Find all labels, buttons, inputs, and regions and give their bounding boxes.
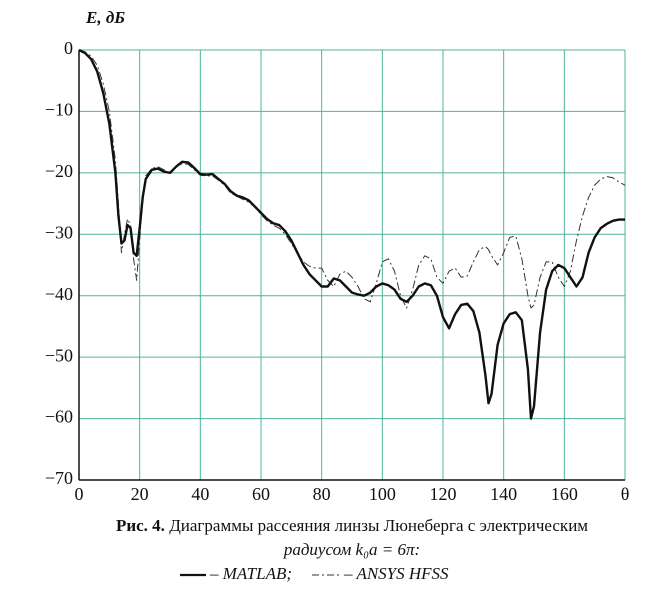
series-line xyxy=(78,49,626,309)
y-tick-label: 0 xyxy=(64,38,73,58)
y-tick-label: −70 xyxy=(45,468,73,488)
legend-name: ANSYS HFSS xyxy=(355,564,449,583)
series-line xyxy=(78,48,625,420)
figure-label: Рис. 4. xyxy=(116,516,165,535)
y-tick-label: −10 xyxy=(45,100,73,120)
y-tick-label: −50 xyxy=(45,345,73,365)
y-tick-label: −20 xyxy=(45,161,73,181)
legend-delimiter: ; xyxy=(286,564,292,583)
caption-line-1: Рис. 4. Диаграммы рассеяния линзы Люнебе… xyxy=(116,516,588,535)
x-tick-label: 160 xyxy=(551,484,578,504)
y-axis-label: E, дБ xyxy=(85,8,125,27)
x-tick-label: 60 xyxy=(252,484,270,504)
caption-line-2: радиусом k₀a = 6π: xyxy=(283,540,420,559)
caption-text: Диаграммы рассеяния линзы Люнеберга с эл… xyxy=(169,516,588,535)
x-tick-label: 120 xyxy=(430,484,457,504)
x-tick-label: 20 xyxy=(131,484,149,504)
y-tick-label: −30 xyxy=(45,222,73,242)
y-tick-label: −60 xyxy=(45,407,73,427)
legend: – MATLAB; – ANSYS HFSS xyxy=(180,564,449,583)
x-tick-label: 40 xyxy=(191,484,209,504)
legend-separator: – xyxy=(209,564,219,583)
x-tick-label: 80 xyxy=(313,484,331,504)
y-tick-label: −40 xyxy=(45,284,73,304)
legend-separator: – xyxy=(343,564,353,583)
legend-entry: – MATLAB; xyxy=(209,564,292,583)
x-tick-label: θ xyxy=(621,484,630,504)
x-tick-label: 100 xyxy=(369,484,396,504)
legend-entry: – ANSYS HFSS xyxy=(343,564,449,583)
x-tick-label: 140 xyxy=(490,484,517,504)
legend-name: MATLAB xyxy=(222,564,287,583)
x-tick-label: 0 xyxy=(75,484,84,504)
